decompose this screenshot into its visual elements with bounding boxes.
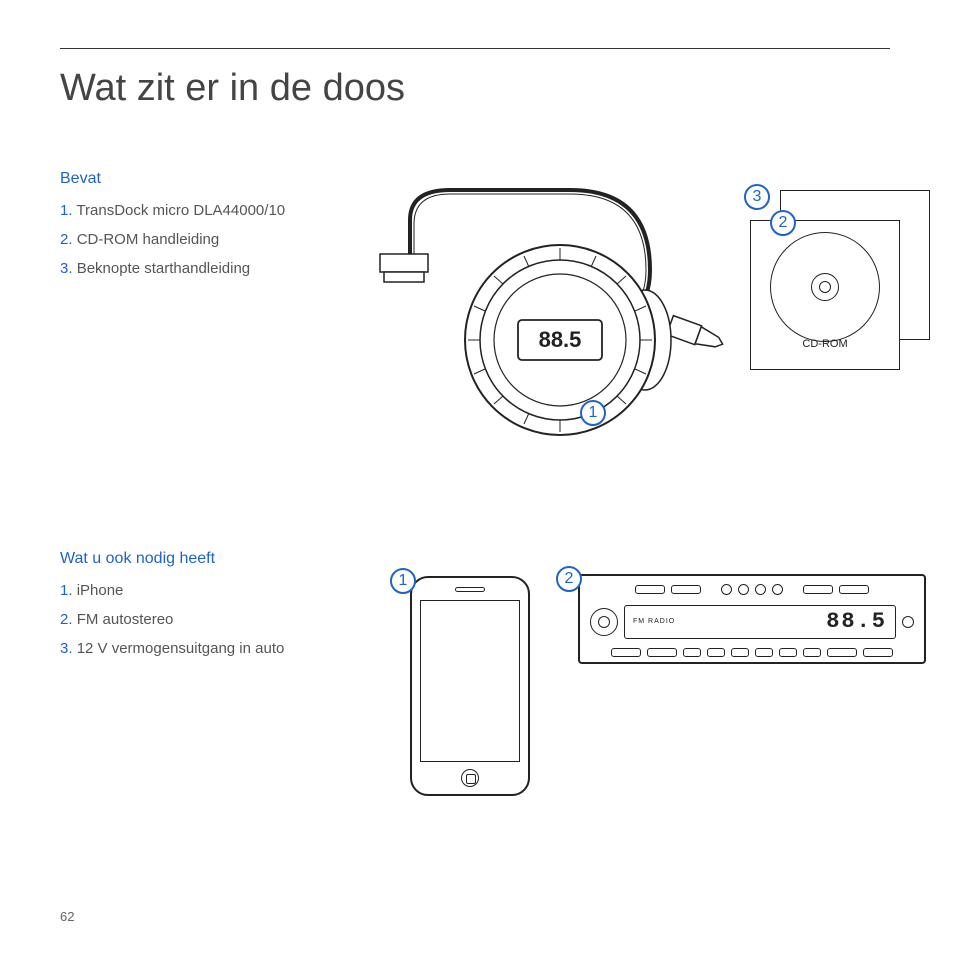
contains-list: 1. TransDock micro DLA44000/10 2. CD-ROM…	[60, 202, 360, 277]
section-contains: Bevat 1. TransDock micro DLA44000/10 2. …	[60, 170, 894, 530]
page-number: 62	[60, 909, 74, 924]
car-stereo-illustration: FM RADIO 88.5 2	[568, 570, 928, 690]
contains-text: Bevat 1. TransDock micro DLA44000/10 2. …	[60, 170, 360, 277]
callout-3: 3	[744, 184, 770, 210]
callout-stereo: 2	[556, 566, 582, 592]
stereo-frequency: 88.5	[826, 609, 887, 634]
page-title: Wat zit er in de doos	[60, 67, 894, 110]
callout-1: 1	[580, 400, 606, 426]
phone-body-icon	[410, 576, 530, 796]
volume-knob-icon	[590, 608, 618, 636]
list-item: 1. iPhone	[60, 582, 360, 599]
list-item: 3. Beknopte starthandleiding	[60, 260, 360, 277]
stereo-lcd: FM RADIO 88.5	[624, 605, 896, 639]
cdrom-label: CD-ROM	[740, 338, 910, 350]
stereo-body-icon: FM RADIO 88.5	[578, 574, 926, 664]
horizontal-rule	[60, 48, 890, 49]
iphone-illustration: 1	[400, 570, 530, 810]
callout-2: 2	[770, 210, 796, 236]
needs-heading: Wat u ook nodig heeft	[60, 550, 360, 568]
contains-heading: Bevat	[60, 170, 360, 188]
stereo-mode-label: FM RADIO	[633, 618, 675, 625]
device-display-value: 88.5	[518, 320, 602, 360]
needs-list: 1. iPhone 2. FM autostereo 3. 12 V vermo…	[60, 582, 360, 657]
list-item: 3. 12 V vermogensuitgang in auto	[60, 640, 360, 657]
list-item: 2. CD-ROM handleiding	[60, 231, 360, 248]
manual-page: Wat zit er in de doos Bevat 1. TransDock…	[0, 0, 954, 954]
section-needs: Wat u ook nodig heeft 1. iPhone 2. FM au…	[60, 550, 894, 880]
home-button-icon	[461, 769, 479, 787]
list-item: 1. TransDock micro DLA44000/10	[60, 202, 360, 219]
needs-text: Wat u ook nodig heeft 1. iPhone 2. FM au…	[60, 550, 360, 657]
list-item: 2. FM autostereo	[60, 611, 360, 628]
cdrom-illustration: CD-ROM 2 3	[740, 190, 940, 390]
callout-phone: 1	[390, 568, 416, 594]
transdock-illustration: 88.5 1	[370, 170, 750, 470]
